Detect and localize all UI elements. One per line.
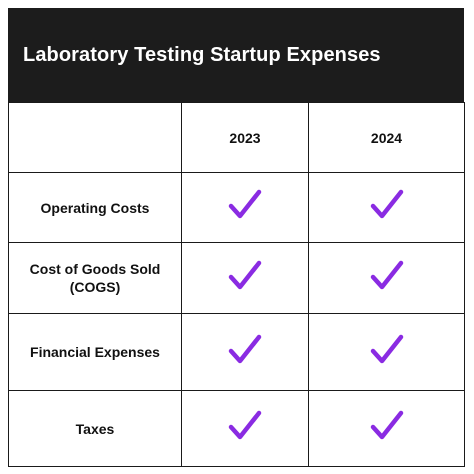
check-icon xyxy=(227,332,263,368)
table-cell xyxy=(181,242,309,314)
table-row: Financial Expenses xyxy=(8,313,465,391)
corner-cell xyxy=(8,102,182,173)
row-label-operating-costs: Operating Costs xyxy=(8,172,182,243)
table-cell xyxy=(308,390,465,467)
table-cell xyxy=(181,172,309,243)
table-header-row: 2023 2024 xyxy=(8,102,465,173)
expenses-table: 2023 2024 Operating Costs Cost of Goods … xyxy=(8,102,465,467)
check-icon xyxy=(369,187,405,223)
table-cell xyxy=(308,242,465,314)
table-row: Cost of Goods Sold (COGS) xyxy=(8,242,465,314)
table-header-bar: Laboratory Testing Startup Expenses xyxy=(8,8,464,102)
table-cell xyxy=(308,313,465,391)
row-label-cogs: Cost of Goods Sold (COGS) xyxy=(8,242,182,314)
check-icon xyxy=(227,408,263,444)
check-icon xyxy=(227,258,263,294)
row-label-taxes: Taxes xyxy=(8,390,182,467)
column-header-2023: 2023 xyxy=(181,102,309,173)
check-icon xyxy=(369,332,405,368)
table-cell xyxy=(181,313,309,391)
table-row: Taxes xyxy=(8,390,465,467)
table-cell xyxy=(181,390,309,467)
column-header-2024: 2024 xyxy=(308,102,465,173)
table-row: Operating Costs xyxy=(8,172,465,243)
expenses-table-card: Laboratory Testing Startup Expenses 2023… xyxy=(8,8,465,467)
check-icon xyxy=(369,258,405,294)
check-icon xyxy=(369,408,405,444)
row-label-financial-expenses: Financial Expenses xyxy=(8,313,182,391)
table-cell xyxy=(308,172,465,243)
table-title: Laboratory Testing Startup Expenses xyxy=(23,43,381,66)
check-icon xyxy=(227,187,263,223)
